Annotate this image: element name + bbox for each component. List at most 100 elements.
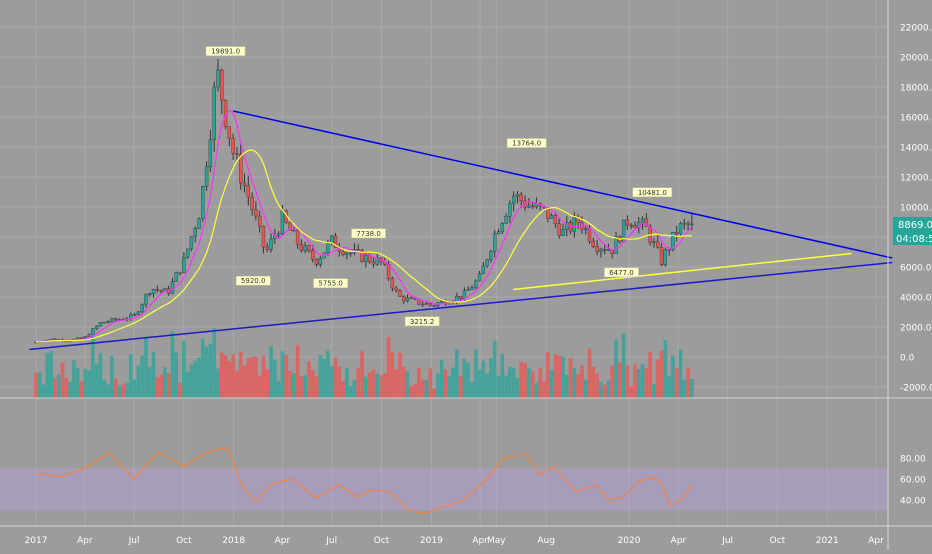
time-axis[interactable]: 2017 Apr Jul Oct 2018 Apr Jul Oct 2019 Apr May Aug 2… <box>25 536 885 546</box>
peak-label: 6477.0 <box>609 269 634 277</box>
volume-bar <box>265 369 270 398</box>
volume-bar <box>60 362 65 398</box>
candle-body <box>428 303 432 306</box>
volume-bar <box>125 383 129 398</box>
peak-labels: 19891.0 5920.0 5755.0 7738.0 3215.2 13764.0 64… <box>205 46 673 327</box>
volume-bar <box>299 376 304 398</box>
volume-bar <box>667 375 671 398</box>
volume-bar <box>462 358 467 398</box>
candle-body <box>91 328 95 335</box>
volume-bar <box>500 353 505 398</box>
volume-bar <box>508 366 512 398</box>
candle-body <box>599 249 603 252</box>
volume-bar <box>428 368 433 398</box>
candle-body <box>94 325 99 329</box>
volume-bar <box>193 360 198 398</box>
candle-body <box>197 218 201 229</box>
volume-bar <box>610 365 615 398</box>
candle-body <box>557 223 561 236</box>
candle-body <box>148 293 152 296</box>
price-tick-label: 2000.0 <box>900 324 932 334</box>
volume-bar <box>219 352 224 398</box>
volume-bar <box>405 371 410 398</box>
candle-body <box>288 221 292 231</box>
volume-bar <box>303 375 307 398</box>
candle-body <box>640 218 645 223</box>
peak-label: 7738.0 <box>356 230 381 238</box>
time-tick-label: 2021 <box>816 536 839 546</box>
volume-bar <box>572 367 577 398</box>
volume-bar <box>481 360 486 398</box>
candle-body <box>424 303 429 305</box>
candle-body <box>265 246 269 250</box>
candle-body <box>303 245 307 251</box>
trendline[interactable] <box>232 110 893 259</box>
volume-bar <box>68 381 72 398</box>
volume-bar <box>144 336 148 398</box>
candle-body <box>466 289 470 291</box>
volume-bar <box>485 373 489 398</box>
volume-bar <box>443 369 448 398</box>
candle-body <box>356 249 360 251</box>
volume-bar <box>523 362 527 398</box>
peak-label-box <box>632 187 673 198</box>
volume-bar <box>307 361 311 398</box>
candle-body <box>678 223 683 235</box>
volume-bar <box>280 351 285 398</box>
time-tick-label: Jul <box>325 536 337 546</box>
candle-body <box>500 223 505 232</box>
candle-body <box>333 235 338 248</box>
volume-bar <box>83 368 88 398</box>
candle-body <box>549 215 554 219</box>
price-tick-label: 6000.0 <box>900 264 932 274</box>
candle-body <box>49 338 53 341</box>
countdown-label: 04:08:54 <box>896 234 932 245</box>
volume-bar <box>504 375 508 398</box>
oscillator-axis[interactable]: 80.00 60.00 40.00 <box>900 455 926 507</box>
trendline[interactable] <box>513 252 852 291</box>
candle-body <box>189 236 194 250</box>
volume-bar <box>386 336 391 398</box>
candle-body <box>553 215 558 224</box>
candle-body <box>610 249 614 254</box>
volume-bar <box>121 384 125 398</box>
volume-bar <box>655 359 660 398</box>
candle-body <box>439 300 444 303</box>
candle-body <box>360 249 364 263</box>
last-price-marker: 8869.0 04:08:54 <box>893 217 932 245</box>
time-tick-label: Jul <box>128 536 140 546</box>
volume-bar <box>576 374 580 398</box>
oscillator-tick-label: 40.00 <box>900 497 926 507</box>
volume-bar <box>185 371 190 398</box>
peak-label-box <box>313 278 348 288</box>
trendline[interactable] <box>29 261 893 351</box>
volume-bar <box>447 375 452 398</box>
candle-body <box>295 230 300 245</box>
volume-bar <box>329 366 334 398</box>
candle-body <box>326 242 330 253</box>
candle-body <box>519 194 523 202</box>
volume-bar <box>379 375 383 398</box>
volume-bar <box>432 388 436 398</box>
candle-body <box>242 182 247 186</box>
volume-bar <box>595 373 599 398</box>
volume-bar <box>91 332 95 398</box>
volume-bar <box>625 365 630 398</box>
peak-label-box <box>351 228 386 239</box>
candle-body <box>686 222 690 225</box>
volume-bar <box>87 370 91 398</box>
candle-body <box>629 224 633 227</box>
candle-body <box>606 249 611 251</box>
volume-bar <box>538 368 543 398</box>
candle-body <box>212 86 216 140</box>
time-tick-label: Oct <box>770 536 786 546</box>
volume-bar <box>64 377 69 398</box>
candle-body <box>572 217 577 232</box>
peak-label: 5755.0 <box>318 280 343 288</box>
candle-body <box>136 311 141 315</box>
volume-bar <box>652 383 656 398</box>
candle-body <box>174 272 178 282</box>
price-tick-label: 18000.0 <box>900 84 932 94</box>
